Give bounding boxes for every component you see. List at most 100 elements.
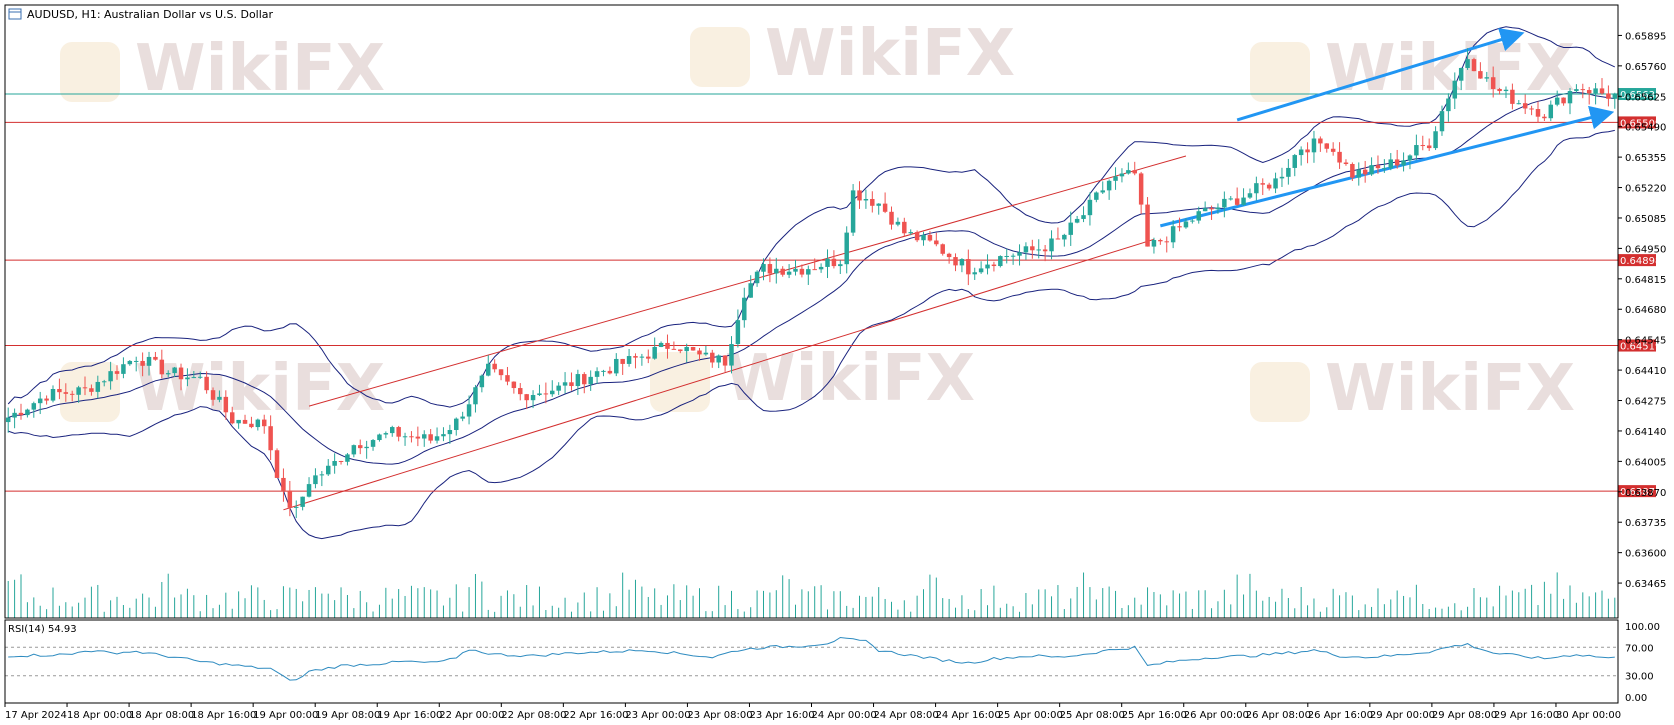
candle-body bbox=[422, 434, 427, 439]
candle-body bbox=[57, 389, 62, 393]
candle-body bbox=[82, 387, 88, 389]
candle-body bbox=[281, 477, 286, 491]
candle-body bbox=[505, 375, 510, 382]
candle-body bbox=[1023, 246, 1029, 253]
candle-body bbox=[415, 436, 421, 439]
candle-body bbox=[1100, 190, 1105, 193]
candle-body bbox=[1612, 93, 1618, 99]
x-tick-label: 19 Apr 00:00 bbox=[253, 710, 318, 721]
level-price-label: 0.64898 bbox=[1620, 256, 1661, 267]
candle-body bbox=[108, 371, 113, 382]
candle-body bbox=[652, 346, 657, 359]
candle-body bbox=[582, 374, 587, 385]
candle-body bbox=[607, 370, 613, 374]
candle-body bbox=[1145, 204, 1150, 247]
candle-body bbox=[1330, 148, 1336, 152]
candle-body bbox=[1215, 207, 1221, 210]
candle-body bbox=[678, 349, 683, 352]
y-tick-label: 0.64950 bbox=[1625, 244, 1666, 255]
candle-body bbox=[351, 445, 357, 455]
x-tick-label: 22 Apr 08:00 bbox=[501, 710, 566, 721]
candle-body bbox=[466, 404, 472, 417]
candle-body bbox=[780, 268, 785, 275]
watermark-logo-icon bbox=[60, 42, 120, 102]
candle-body bbox=[434, 436, 440, 441]
candle-body bbox=[127, 360, 133, 365]
candle-body bbox=[18, 412, 24, 416]
candle-body bbox=[274, 450, 280, 478]
y-tick-label: 0.64680 bbox=[1625, 305, 1666, 316]
y-tick-label: 0.63600 bbox=[1625, 549, 1666, 560]
chart-title-text: AUDUSD, H1: Australian Dollar vs U.S. Do… bbox=[27, 8, 274, 21]
candle-body bbox=[978, 268, 984, 273]
candle-body bbox=[985, 264, 990, 269]
candle-body bbox=[1362, 169, 1368, 175]
candle-body bbox=[287, 490, 293, 508]
level-price-label: 0.64519 bbox=[1620, 342, 1661, 353]
watermark-text: WikiFX bbox=[135, 32, 385, 106]
candle-body bbox=[1177, 226, 1182, 228]
candle-body bbox=[1446, 98, 1451, 112]
candle-body bbox=[1439, 111, 1445, 132]
y-tick-label: 0.63465 bbox=[1625, 579, 1666, 590]
candle-body bbox=[863, 198, 869, 201]
x-tick-label: 23 Apr 16:00 bbox=[749, 710, 814, 721]
y-tick-label: 0.64545 bbox=[1625, 336, 1666, 347]
candle-body bbox=[319, 474, 325, 476]
candle-body bbox=[1036, 249, 1041, 251]
volume-pane bbox=[7, 572, 1616, 618]
candle-body bbox=[1548, 104, 1554, 119]
candle-body bbox=[358, 445, 363, 449]
y-tick-label: 0.63870 bbox=[1625, 488, 1666, 499]
candle-body bbox=[1087, 199, 1093, 216]
y-tick-label: 0.64815 bbox=[1625, 275, 1666, 286]
candle-body bbox=[927, 234, 933, 241]
level-price-tag bbox=[1618, 254, 1656, 267]
level-price-tag bbox=[1618, 485, 1656, 498]
candle-body bbox=[1490, 77, 1496, 89]
candle-body bbox=[665, 342, 670, 349]
watermark-0: WikiFX bbox=[60, 32, 385, 106]
candle-body bbox=[1471, 59, 1477, 72]
bollinger-upper-band bbox=[7, 26, 1616, 408]
candle-body bbox=[1119, 173, 1125, 177]
candle-body bbox=[946, 253, 952, 258]
candle-body bbox=[1465, 59, 1470, 68]
candle-body bbox=[1042, 249, 1048, 252]
x-tick-label: 23 Apr 00:00 bbox=[625, 710, 690, 721]
candle-body bbox=[229, 412, 235, 424]
watermark-2: WikiFX bbox=[1250, 32, 1575, 106]
x-tick-label: 26 Apr 16:00 bbox=[1308, 710, 1373, 721]
candle-body bbox=[210, 390, 216, 400]
candle-body bbox=[101, 381, 107, 383]
candle-body bbox=[908, 232, 913, 234]
candle-body bbox=[671, 348, 677, 350]
candle-body bbox=[1522, 103, 1528, 109]
candle-body bbox=[1426, 145, 1432, 149]
x-tick-label: 18 Apr 16:00 bbox=[191, 710, 256, 721]
candle-body bbox=[697, 350, 702, 355]
candle-body bbox=[889, 211, 894, 225]
x-tick-label: 26 Apr 00:00 bbox=[1184, 710, 1249, 721]
candle-body bbox=[1286, 167, 1291, 177]
watermark-logo-icon bbox=[60, 362, 120, 422]
candle-body bbox=[601, 370, 606, 372]
x-tick-label: 25 Apr 16:00 bbox=[1122, 710, 1187, 721]
candle-body bbox=[710, 352, 715, 363]
candle-body bbox=[306, 484, 312, 497]
candle-body bbox=[914, 232, 920, 241]
candle-body bbox=[742, 297, 747, 321]
candle-body bbox=[1516, 103, 1522, 105]
watermark-5: WikiFX bbox=[1250, 352, 1575, 426]
candle-body bbox=[1164, 241, 1169, 243]
trend-arrow-upper bbox=[1236, 28, 1525, 122]
level-price-tag bbox=[1618, 88, 1656, 101]
candle-body bbox=[44, 398, 49, 401]
candle-body bbox=[831, 258, 837, 267]
candle-body bbox=[895, 221, 901, 225]
candle-body bbox=[1132, 170, 1137, 174]
rsi-tick-label: 0.00 bbox=[1625, 693, 1647, 704]
candle-body bbox=[1497, 88, 1502, 92]
x-tick-label: 23 Apr 08:00 bbox=[687, 710, 752, 721]
watermark-1: WikiFX bbox=[690, 17, 1015, 91]
